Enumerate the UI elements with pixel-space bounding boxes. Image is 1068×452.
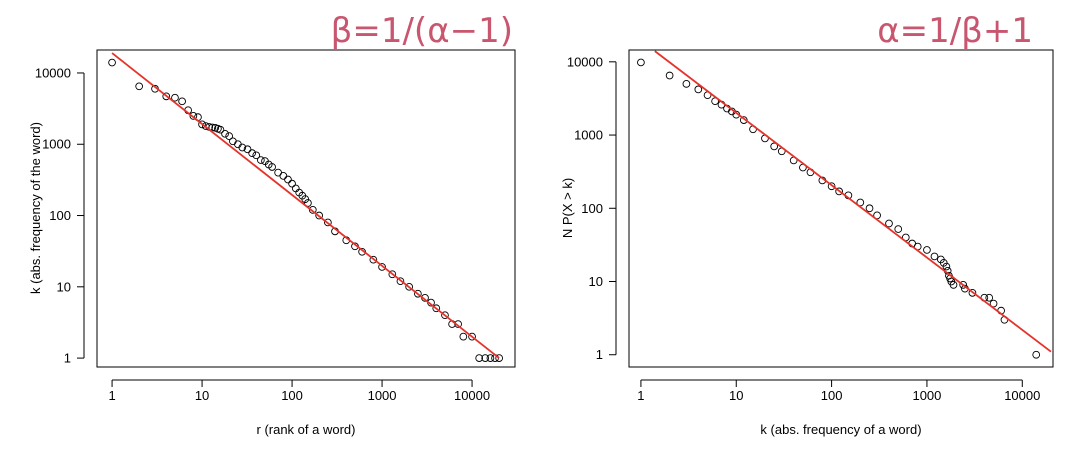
left-formula-title: β=1/(α−1) — [331, 11, 513, 51]
left-data-point — [198, 120, 206, 129]
left-data-point — [441, 311, 449, 320]
right-data-point — [1032, 350, 1041, 359]
left-data-point — [108, 58, 116, 67]
left-data-point — [486, 354, 495, 362]
left-data-point — [315, 211, 324, 220]
left-data-point — [495, 354, 504, 362]
right-formula-title: α=1/β+1 — [877, 11, 1033, 51]
right-data-point — [959, 281, 968, 289]
left-y-tick-label: 1 — [64, 351, 71, 366]
left-y-tick-label: 10000 — [35, 65, 71, 80]
right-y-tick-label: 10 — [589, 274, 603, 289]
left-data-point — [257, 156, 265, 164]
left-fit-line — [111, 52, 500, 359]
right-x-tick-label: 100 — [821, 388, 843, 403]
right-x-tick-label: 10 — [729, 388, 743, 403]
left-data-point — [324, 218, 332, 227]
left-data-point — [369, 255, 378, 264]
left-data-point — [135, 82, 144, 91]
right-y-tick-label: 100 — [581, 201, 603, 216]
right-data-point — [942, 262, 951, 271]
left-data-point — [171, 93, 179, 102]
left-y-tick-label: 10 — [57, 279, 71, 294]
right-data-point — [665, 71, 674, 80]
left-data-point — [248, 149, 256, 158]
right-panel: α=1/β+1 k (abs. frequency of a word) N P… — [560, 11, 1054, 437]
right-data-point — [865, 204, 874, 213]
right-x-axis-label: k (abs. frequency of a word) — [760, 422, 921, 437]
right-data-point — [835, 187, 843, 196]
left-data-point — [243, 145, 252, 154]
left-data-point — [414, 289, 422, 298]
right-data-point — [968, 288, 977, 297]
right-plot-frame — [628, 49, 1054, 368]
right-data-point — [985, 293, 994, 302]
left-data-point — [459, 332, 468, 341]
left-x-tick-label: 10 — [195, 388, 209, 403]
right-data-point — [856, 198, 865, 207]
left-data-point — [301, 195, 310, 203]
left-data-point — [396, 277, 405, 286]
right-fit-line-group — [654, 50, 1052, 353]
left-data-point — [162, 92, 171, 101]
left-x-tick-label: 1 — [108, 388, 115, 403]
left-data-point — [252, 151, 261, 160]
right-data-point — [989, 299, 998, 308]
left-data-point — [432, 304, 441, 313]
left-data-point — [405, 282, 414, 291]
left-data-point — [308, 206, 317, 214]
right-x-tick-label: 1000 — [912, 388, 941, 403]
right-data-point — [885, 219, 893, 228]
left-data-point — [388, 270, 397, 279]
left-plot-frame — [96, 49, 516, 368]
right-data-point — [894, 225, 903, 233]
left-y-tick-label: 1000 — [42, 137, 71, 152]
left-data-point — [475, 354, 484, 362]
left-data-point — [268, 163, 276, 171]
right-data-point — [923, 246, 931, 254]
left-data-point — [178, 97, 186, 106]
left-y-axis: 1 10 100 1000 10000 — [35, 65, 85, 366]
left-data-point — [481, 354, 490, 362]
right-data-point — [949, 281, 958, 289]
right-data-point — [827, 182, 836, 191]
left-panel: β=1/(α−1) r (rank of a word) k (abs. fre… — [28, 11, 516, 437]
left-y-axis-label: k (abs. frequency of the word) — [28, 122, 43, 294]
left-x-tick-label: 10000 — [454, 388, 490, 403]
left-x-tick-label: 100 — [281, 388, 303, 403]
left-x-axis: 1 10 100 1000 10000 — [108, 379, 490, 403]
left-data-point — [238, 143, 247, 152]
left-data-point — [225, 132, 234, 140]
right-data-point — [770, 142, 779, 151]
left-fit-line-group — [111, 52, 500, 359]
left-x-axis-label: r (rank of a word) — [257, 422, 356, 437]
left-data-point — [468, 332, 476, 341]
left-data-point — [216, 125, 225, 134]
left-y-tick-label: 100 — [49, 208, 71, 223]
right-data-point — [682, 80, 691, 88]
left-data-point — [284, 175, 292, 184]
right-y-axis: 1 10 100 1000 10000 — [567, 54, 617, 362]
left-x-tick-label: 1000 — [368, 388, 397, 403]
left-points — [108, 58, 504, 362]
right-x-tick-label: 1 — [637, 388, 644, 403]
left-data-point — [208, 123, 217, 132]
left-data-point — [288, 179, 296, 188]
right-y-axis-label: N P(X > k) — [560, 178, 575, 238]
right-x-axis: 1 10 100 1000 10000 — [637, 379, 1040, 403]
right-y-tick-label: 1000 — [574, 128, 603, 143]
right-y-tick-label: 10000 — [567, 54, 603, 69]
right-data-point — [637, 58, 645, 67]
right-data-point — [930, 252, 939, 261]
right-y-tick-label: 1 — [596, 347, 603, 362]
left-data-point — [378, 263, 386, 271]
right-x-tick-label: 10000 — [1004, 388, 1040, 403]
left-data-point — [221, 129, 229, 138]
right-data-point — [694, 85, 703, 94]
left-data-point — [189, 112, 198, 120]
right-fit-line — [654, 50, 1052, 353]
